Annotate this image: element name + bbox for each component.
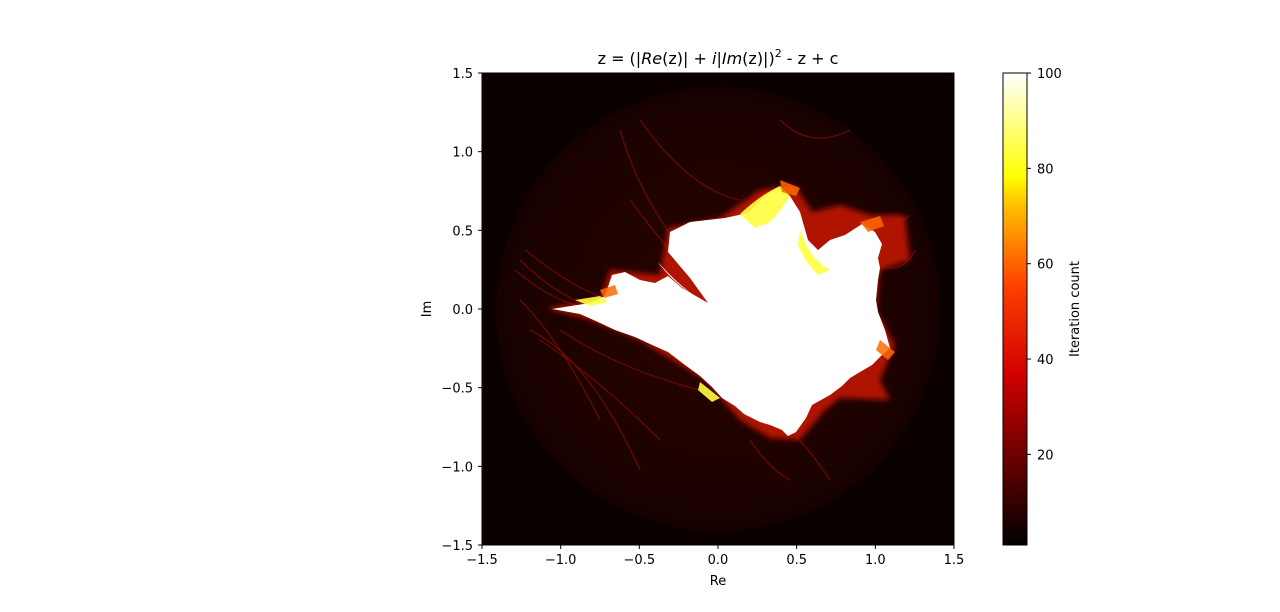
y-tick-label: −1.5 [441, 539, 473, 554]
y-axis: 1.5 1.0 0.5 0.0 −0.5 −1.0 −1.5 [441, 67, 482, 554]
x-axis: −1.5 −1.0 −0.5 0.0 0.5 1.0 1.5 [466, 545, 964, 568]
x-axis-label: Re [710, 574, 726, 589]
yellow-fringes [575, 186, 830, 402]
x-tick-label: −1.5 [466, 553, 498, 568]
x-tick-label: 0.5 [786, 553, 807, 568]
orange-accents [600, 180, 895, 360]
y-tick-label: −0.5 [441, 382, 473, 397]
y-tick-label: 1.0 [452, 146, 473, 161]
colorbar-label: Iteration count [1068, 261, 1083, 357]
colorbar-tick-label: 20 [1037, 448, 1054, 463]
colorbar-tick-label: 60 [1037, 258, 1054, 273]
x-tick-label: −1.0 [545, 553, 577, 568]
y-tick-label: 0.0 [452, 303, 473, 318]
colorbar [1002, 72, 1028, 546]
chart-title: z = (|Re(z)| + i|Im(z)|)2 - z + c [598, 47, 839, 68]
fractal-heatmap [482, 73, 954, 545]
colorbar-tick-label: 100 [1037, 67, 1062, 82]
colorbar-axis: 20 40 60 80 100 [1027, 67, 1062, 463]
y-tick-label: 1.5 [452, 67, 473, 82]
y-tick-label: 0.5 [452, 224, 473, 239]
x-tick-label: 1.0 [865, 553, 886, 568]
x-tick-label: −0.5 [624, 553, 656, 568]
x-tick-label: 1.5 [944, 553, 965, 568]
y-tick-label: −1.0 [441, 460, 473, 475]
y-axis-label: Im [420, 301, 435, 318]
colorbar-tick-label: 40 [1037, 353, 1054, 368]
colorbar-tick-label: 80 [1037, 162, 1054, 177]
x-tick-label: 0.0 [708, 553, 729, 568]
